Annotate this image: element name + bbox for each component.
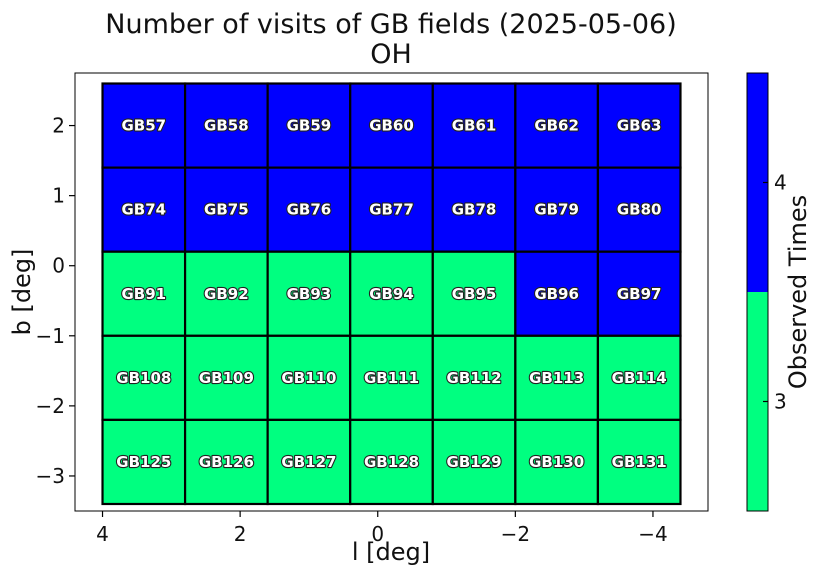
colorbar-label: Observed Times (784, 195, 812, 389)
x-tick-label: 4 (96, 522, 109, 546)
field-label: GB127 (281, 453, 336, 471)
field-label: GB78 (452, 201, 497, 219)
y-tick-label: 2 (52, 114, 65, 138)
chart-title: Number of visits of GB fields (2025-05-0… (105, 9, 676, 40)
field-label: GB96 (534, 285, 579, 303)
y-axis-ticks: 2 1 0 −1 −2 −3 (36, 114, 75, 488)
field-label: GB110 (281, 369, 336, 387)
x-axis-ticks: 4 2 0 −2 −4 (96, 511, 668, 546)
field-label: GB74 (121, 201, 166, 219)
colorbar: 34 (746, 72, 787, 512)
colorbar-band (747, 73, 768, 292)
field-cell (514, 166, 600, 253)
field-label: GB60 (369, 117, 414, 135)
field-label: GB59 (287, 117, 332, 135)
field-label: GB63 (617, 117, 662, 135)
field-cell (431, 334, 517, 421)
field-label: GB114 (612, 369, 667, 387)
field-cell (183, 418, 269, 506)
field-label: GB111 (364, 369, 419, 387)
colorbar-tick-label: 4 (774, 171, 787, 195)
field-label: GB94 (369, 285, 414, 303)
field-label: GB109 (199, 369, 254, 387)
field-label: GB77 (369, 201, 414, 219)
field-label: GB126 (199, 453, 254, 471)
field-labels: GB57 GB58 GB59 GB60 GB61 GB62 GB63 GB74 GB75 GB76… (115, 115, 668, 472)
field-label: GB130 (529, 453, 584, 471)
field-cell (349, 166, 434, 253)
field-label: GB76 (287, 201, 332, 219)
colorbar-band (747, 292, 768, 511)
colorbar-frame (746, 72, 769, 512)
field-cell (183, 250, 269, 337)
field-cell (431, 250, 517, 337)
field-label: GB80 (617, 201, 662, 219)
field-label: GB97 (617, 285, 662, 303)
y-tick-label: 0 (52, 254, 65, 278)
field-cell (101, 334, 187, 421)
y-tick-label: −2 (36, 394, 65, 418)
field-label: GB108 (116, 369, 171, 387)
field-cell (596, 334, 682, 421)
x-axis-label: l [deg] (352, 538, 430, 566)
x-tick-label: 0 (371, 522, 384, 546)
field-label: GB57 (121, 117, 166, 135)
field-label: GB79 (534, 201, 579, 219)
field-label: GB129 (447, 453, 502, 471)
y-tick-label: −3 (36, 464, 65, 488)
field-cell (266, 250, 352, 337)
field-label: GB128 (364, 453, 419, 471)
field-cell (596, 250, 682, 337)
field-label: GB112 (447, 369, 502, 387)
field-label: GB92 (204, 285, 249, 303)
field-cell (101, 250, 187, 337)
field-label: GB131 (612, 453, 667, 471)
field-cell (514, 334, 600, 421)
field-label: GB58 (204, 117, 249, 135)
field-cell (431, 418, 517, 506)
field-cell (183, 166, 269, 253)
x-tick-label: −2 (501, 522, 530, 546)
y-axis-label: b [deg] (8, 249, 36, 336)
field-label: GB62 (534, 117, 579, 135)
heatmap-cells (101, 82, 682, 506)
field-cell (349, 250, 434, 337)
x-tick-label: 2 (234, 522, 247, 546)
chart-subtitle: OH (370, 39, 412, 70)
y-tick-label: 1 (52, 184, 65, 208)
x-tick-label: −4 (638, 522, 667, 546)
field-cell (596, 82, 682, 169)
colorbar-tick-label: 3 (774, 390, 787, 414)
field-cell (596, 418, 682, 506)
y-tick-label: −1 (36, 324, 65, 348)
field-label: GB75 (204, 201, 249, 219)
field-label: GB125 (116, 453, 171, 471)
field-cell (101, 82, 187, 169)
field-cell (431, 82, 517, 169)
field-label: GB113 (529, 369, 584, 387)
field-cell (514, 418, 600, 506)
field-label: GB91 (121, 285, 166, 303)
field-label: GB61 (452, 117, 497, 135)
field-label: GB95 (452, 285, 497, 303)
field-label: GB93 (287, 285, 332, 303)
field-cell (514, 250, 600, 337)
